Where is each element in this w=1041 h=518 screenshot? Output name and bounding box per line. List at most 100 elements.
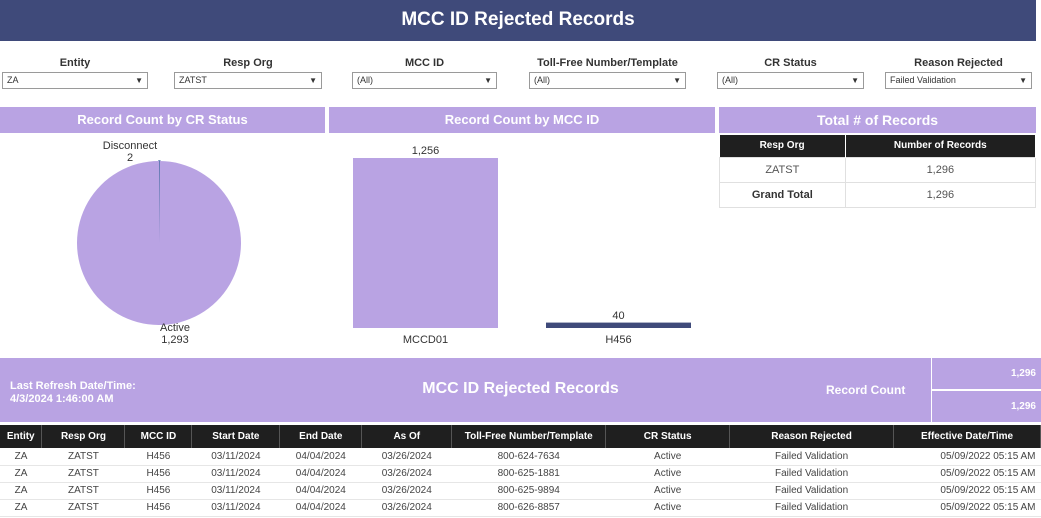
chevron-down-icon: ▼: [673, 76, 681, 85]
record-cell: ZATST: [41, 499, 125, 517]
filter-label: Reason Rejected: [914, 57, 1003, 69]
record-cell: H456: [124, 482, 192, 500]
record-cell: 03/26/2024: [361, 499, 452, 517]
column-header[interactable]: MCC ID: [124, 425, 193, 448]
bar-h456[interactable]: [546, 322, 691, 328]
record-cell: ZATST: [41, 465, 125, 483]
pie-slice-active[interactable]: [77, 161, 241, 325]
column-header[interactable]: Number of Records: [845, 135, 1037, 157]
column-header[interactable]: End Date: [279, 425, 363, 448]
dashboard-title: MCC ID Rejected Records: [0, 0, 1036, 41]
pie-category: Active: [160, 322, 190, 334]
bar-category-label: H456: [605, 334, 632, 346]
column-header[interactable]: Effective Date/Time: [893, 425, 1041, 448]
records-body: ZA ZATST H456 03/11/2024 04/04/2024 03/26/202…: [0, 448, 1041, 517]
column-header[interactable]: Entity: [0, 425, 43, 448]
entity-dropdown[interactable]: ZA ▼: [2, 72, 148, 89]
filter-cr-status[interactable]: CR Status (All) ▼: [717, 56, 864, 89]
dropdown-value: (All): [357, 75, 373, 85]
record-cell: 04/04/2024: [279, 499, 362, 517]
bar-value-label: 1,256: [411, 145, 440, 157]
column-header[interactable]: Reason Rejected: [729, 425, 895, 448]
records-table: Entity Resp Org MCC ID Start Date End Da…: [0, 425, 1041, 517]
record-cell: 800-624-7634: [451, 448, 606, 466]
record-cell: Failed Validation: [729, 482, 894, 500]
column-header[interactable]: Resp Org: [41, 425, 126, 448]
cr-status-panel-title: Record Count by CR Status: [0, 107, 325, 133]
record-count-label: Record Count: [826, 383, 906, 397]
filter-mcc-id[interactable]: MCC ID (All) ▼: [352, 56, 497, 89]
reason-rejected-dropdown[interactable]: Failed Validation ▼: [885, 72, 1032, 89]
record-cell: 800-625-9894: [451, 482, 606, 500]
record-cell: ZATST: [41, 448, 125, 466]
grand-total-row: Grand Total 1,296: [719, 181, 1037, 208]
record-cell: ZA: [0, 482, 42, 500]
filter-toll-free[interactable]: Toll-Free Number/Template (All) ▼: [529, 56, 686, 89]
bar-category-label: MCCD01: [402, 334, 449, 346]
record-cell: ZA: [0, 499, 42, 517]
total-panel-title: Total # of Records: [719, 107, 1036, 133]
filter-label: CR Status: [764, 57, 817, 69]
column-header[interactable]: Resp Org: [719, 135, 846, 157]
filter-reason-rejected[interactable]: Reason Rejected Failed Validation ▼: [885, 56, 1032, 89]
resp-org-dropdown[interactable]: ZATST ▼: [174, 72, 322, 89]
record-cell: 04/04/2024: [279, 465, 362, 483]
refresh-label: Last Refresh Date/Time:: [10, 380, 136, 392]
pie-category: Disconnect: [102, 140, 158, 152]
record-cell: Failed Validation: [729, 499, 894, 517]
column-header[interactable]: As Of: [361, 425, 453, 448]
filter-resp-org[interactable]: Resp Org ZATST ▼: [174, 56, 322, 89]
dropdown-value: (All): [722, 75, 738, 85]
column-header[interactable]: Toll-Free Number/Template: [451, 425, 607, 448]
filter-label: MCC ID: [404, 57, 445, 69]
total-records-table: Resp Org Number of Records ZATST 1,296 G…: [719, 135, 1037, 208]
filter-label: Toll-Free Number/Template: [537, 57, 678, 69]
cr-status-dropdown[interactable]: (All) ▼: [717, 72, 864, 89]
chevron-down-icon: ▼: [484, 76, 492, 85]
filter-entity[interactable]: Entity ZA ▼: [2, 56, 148, 89]
count-cell: 1,296: [844, 181, 1037, 208]
record-cell: 03/11/2024: [191, 465, 280, 483]
filter-label: Resp Org: [223, 57, 273, 69]
pie-value: 1,293: [161, 334, 189, 346]
dropdown-value: ZATST: [179, 75, 207, 85]
chevron-down-icon: ▼: [851, 76, 859, 85]
record-cell: 03/26/2024: [361, 465, 452, 483]
table-row: ZA ZATST H456 03/11/2024 04/04/2024 03/26/202…: [0, 482, 1041, 500]
column-header[interactable]: CR Status: [605, 425, 731, 448]
record-cell: ZA: [0, 448, 42, 466]
record-cell: Failed Validation: [729, 465, 894, 483]
org-cell: ZATST: [719, 156, 846, 183]
record-cell: 03/26/2024: [361, 482, 452, 500]
mcc-panel-title: Record Count by MCC ID: [329, 107, 715, 133]
record-cell: ZA: [0, 465, 42, 483]
pie-label-active: Active 1,293: [135, 322, 215, 346]
cr-status-pie-chart: [77, 160, 241, 325]
table-row: ZA ZATST H456 03/11/2024 04/04/2024 03/26/202…: [0, 448, 1041, 466]
record-cell: Failed Validation: [729, 448, 894, 466]
mcc-id-dropdown[interactable]: (All) ▼: [352, 72, 497, 89]
records-title: MCC ID Rejected Records: [422, 380, 619, 397]
last-refresh: Last Refresh Date/Time: 4/3/2024 1:46:00…: [10, 380, 136, 406]
toll-free-dropdown[interactable]: (All) ▼: [529, 72, 686, 89]
column-header[interactable]: Start Date: [191, 425, 281, 448]
pie-slice-disconnect[interactable]: [158, 160, 161, 244]
record-cell: H456: [124, 499, 192, 517]
chevron-down-icon: ▼: [1019, 76, 1027, 85]
chevron-down-icon: ▼: [309, 76, 317, 85]
record-cell: 05/09/2022 05:15 AM: [893, 465, 1041, 483]
chevron-down-icon: ▼: [135, 76, 143, 85]
mcc-bar-chart: [353, 158, 691, 328]
record-cell: 03/26/2024: [361, 448, 452, 466]
record-count-value: 1,296: [932, 391, 1041, 422]
record-cell: H456: [124, 465, 192, 483]
record-cell: 800-625-1881: [451, 465, 606, 483]
record-cell: 04/04/2024: [279, 448, 362, 466]
org-cell: Grand Total: [719, 181, 846, 208]
dropdown-value: Failed Validation: [890, 75, 956, 85]
record-cell: 800-626-8857: [451, 499, 606, 517]
bar-mccd01[interactable]: [353, 158, 498, 328]
bar-value-label: 40: [612, 310, 625, 322]
records-banner: Last Refresh Date/Time: 4/3/2024 1:46:00…: [0, 358, 931, 422]
dropdown-value: (All): [534, 75, 550, 85]
